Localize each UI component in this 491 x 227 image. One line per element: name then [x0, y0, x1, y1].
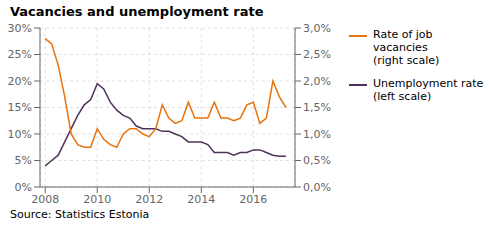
svg-text:2012: 2012 — [135, 193, 163, 206]
html-text:(left scale): (left scale) — [373, 90, 432, 103]
html-text:Rate of job vacancies: Rate of job vacancies — [373, 28, 433, 54]
svg-text:2016: 2016 — [239, 193, 267, 206]
svg-text:2014: 2014 — [187, 193, 215, 206]
svg-text:25%: 25% — [8, 48, 32, 61]
svg-text:2010: 2010 — [83, 193, 111, 206]
svg-text:0%: 0% — [15, 181, 32, 194]
svg-text:0,0%: 0,0% — [303, 181, 331, 194]
svg-text:20%: 20% — [8, 75, 32, 88]
svg-text:10%: 10% — [8, 128, 32, 141]
svg-text:2008: 2008 — [31, 193, 59, 206]
html-text:Vacancies and unemployment rat: Vacancies and unemployment rate — [10, 4, 264, 19]
svg-text:3,0%: 3,0% — [303, 22, 331, 35]
svg-text:2,5%: 2,5% — [303, 48, 331, 61]
svg-text:1,0%: 1,0% — [303, 128, 331, 141]
svg-text:1,5%: 1,5% — [303, 101, 331, 114]
html-text:(right scale): (right scale) — [373, 54, 440, 67]
svg-text:30%: 30% — [8, 22, 32, 35]
html-text:Unemployment rate: Unemployment rate — [373, 77, 484, 90]
svg-text:0,5%: 0,5% — [303, 154, 331, 167]
svg-text:5%: 5% — [15, 154, 32, 167]
html-text:Source: Statistics Estonia: Source: Statistics Estonia — [10, 208, 150, 221]
svg-text:2,0%: 2,0% — [303, 75, 331, 88]
svg-text:15%: 15% — [8, 101, 32, 114]
